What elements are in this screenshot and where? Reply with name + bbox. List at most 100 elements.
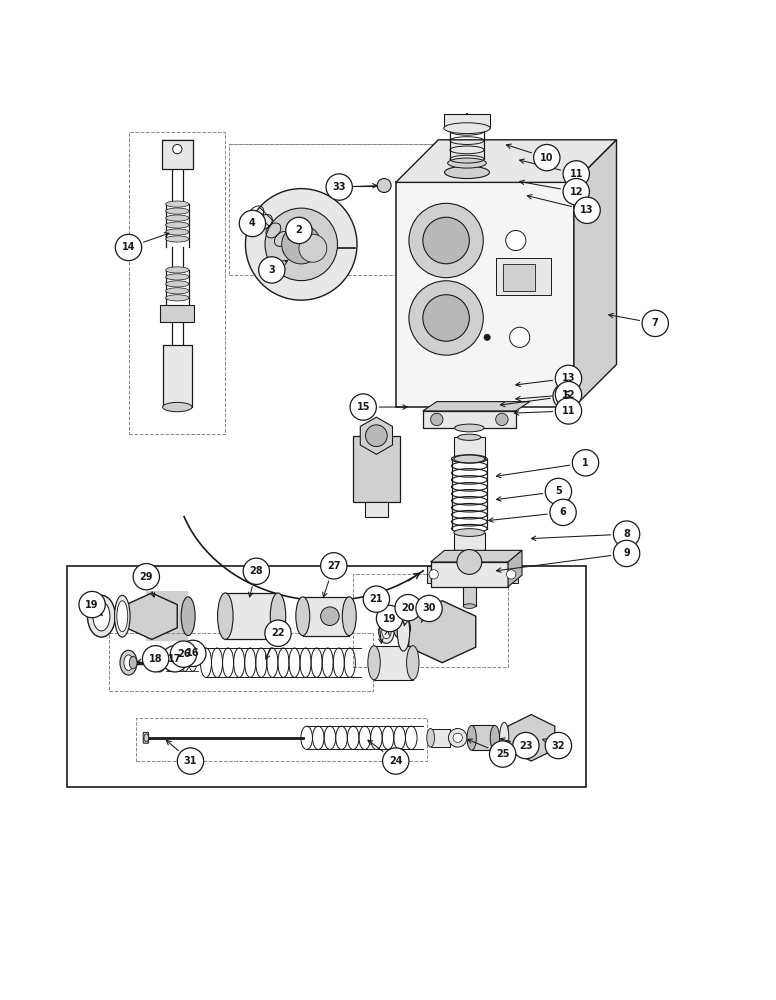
Text: 21: 21 — [369, 594, 383, 604]
Bar — [229, 144, 582, 275]
Text: 10: 10 — [540, 153, 553, 163]
Bar — [454, 437, 485, 459]
Ellipse shape — [166, 288, 189, 294]
Circle shape — [506, 230, 526, 251]
Circle shape — [365, 425, 387, 447]
Circle shape — [171, 641, 196, 667]
FancyBboxPatch shape — [144, 732, 149, 743]
Text: 24: 24 — [389, 756, 403, 766]
Bar — [454, 533, 485, 552]
Polygon shape — [396, 140, 616, 182]
Circle shape — [363, 586, 390, 612]
Bar — [423, 411, 516, 428]
Ellipse shape — [444, 123, 490, 134]
Text: 4: 4 — [249, 218, 256, 228]
Circle shape — [496, 413, 508, 426]
Bar — [431, 562, 508, 587]
Circle shape — [416, 595, 442, 622]
Bar — [303, 597, 349, 636]
Text: 27: 27 — [327, 561, 341, 571]
Circle shape — [534, 144, 560, 171]
Text: 9: 9 — [623, 548, 630, 558]
Ellipse shape — [500, 722, 509, 753]
Polygon shape — [431, 550, 522, 562]
Circle shape — [510, 327, 530, 347]
Circle shape — [453, 733, 462, 742]
Bar — [353, 436, 400, 502]
Text: 29: 29 — [140, 572, 153, 582]
Bar — [431, 729, 450, 747]
Bar — [503, 264, 535, 291]
Circle shape — [423, 217, 469, 264]
Ellipse shape — [181, 597, 195, 636]
Circle shape — [490, 741, 516, 767]
Ellipse shape — [427, 729, 435, 747]
Ellipse shape — [467, 725, 476, 750]
Text: 5: 5 — [563, 391, 570, 401]
Circle shape — [265, 620, 291, 646]
Bar — [472, 725, 495, 750]
Bar — [504, 566, 518, 583]
Polygon shape — [360, 417, 393, 454]
Circle shape — [179, 640, 206, 667]
Ellipse shape — [163, 402, 192, 412]
Ellipse shape — [296, 597, 310, 636]
Ellipse shape — [379, 620, 394, 643]
Circle shape — [299, 234, 327, 262]
Text: 30: 30 — [422, 603, 436, 613]
Ellipse shape — [166, 201, 189, 207]
Circle shape — [320, 553, 347, 579]
Text: 19: 19 — [85, 600, 99, 610]
Ellipse shape — [454, 529, 485, 536]
Circle shape — [172, 144, 182, 154]
Bar — [365, 502, 388, 517]
Ellipse shape — [115, 595, 130, 637]
Circle shape — [258, 257, 285, 283]
Circle shape — [574, 197, 601, 223]
Bar — [137, 718, 427, 761]
Text: 17: 17 — [168, 654, 182, 664]
Circle shape — [162, 646, 188, 672]
Ellipse shape — [166, 274, 189, 280]
Text: 18: 18 — [149, 654, 162, 664]
Ellipse shape — [124, 655, 133, 670]
Text: 31: 31 — [184, 756, 197, 766]
Bar — [427, 566, 441, 583]
Ellipse shape — [166, 281, 189, 287]
Circle shape — [573, 450, 599, 476]
Bar — [374, 646, 413, 680]
Ellipse shape — [490, 725, 500, 750]
Text: 16: 16 — [186, 648, 199, 658]
Polygon shape — [574, 140, 616, 407]
Bar — [225, 593, 278, 639]
Text: 22: 22 — [272, 628, 285, 638]
Text: 32: 32 — [552, 741, 565, 751]
Polygon shape — [508, 550, 522, 587]
Ellipse shape — [458, 434, 481, 440]
Ellipse shape — [120, 650, 137, 675]
Circle shape — [243, 558, 269, 584]
Ellipse shape — [445, 166, 490, 179]
Text: 7: 7 — [652, 318, 659, 328]
Text: 3: 3 — [268, 265, 275, 275]
Circle shape — [546, 732, 572, 759]
Polygon shape — [508, 715, 555, 761]
Text: 20: 20 — [401, 603, 415, 613]
Circle shape — [409, 281, 483, 355]
Ellipse shape — [88, 595, 116, 637]
Circle shape — [320, 607, 339, 625]
Circle shape — [376, 605, 403, 632]
Circle shape — [613, 540, 639, 567]
Circle shape — [177, 748, 203, 774]
Circle shape — [556, 365, 582, 392]
Ellipse shape — [382, 625, 391, 639]
Circle shape — [449, 729, 467, 747]
Circle shape — [133, 564, 160, 590]
Circle shape — [395, 595, 421, 621]
Ellipse shape — [154, 653, 166, 672]
Ellipse shape — [157, 657, 163, 668]
Bar — [444, 114, 490, 128]
Text: 25: 25 — [496, 749, 509, 759]
Bar — [396, 182, 574, 407]
Ellipse shape — [166, 236, 189, 242]
